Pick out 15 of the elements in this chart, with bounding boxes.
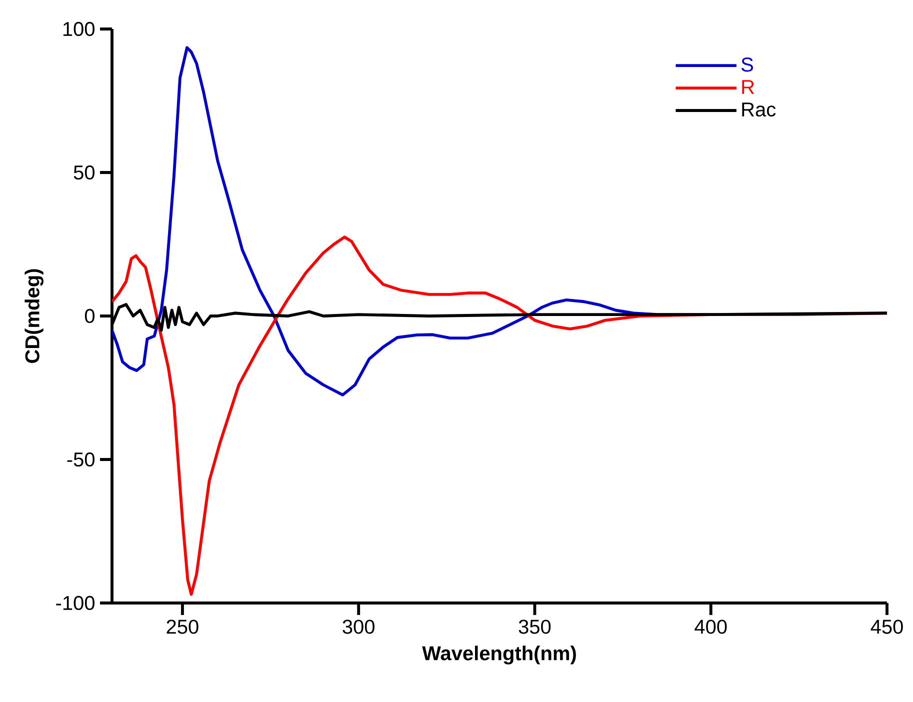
x-tick-label: 350 — [518, 620, 551, 634]
y-tick-label: 50 — [74, 165, 94, 180]
y-axis-title: CD(mdeg) — [24, 269, 44, 363]
x-tick-label: 300 — [342, 620, 374, 634]
x-tick-label: 450 — [870, 620, 903, 634]
legend-label: Rac — [742, 102, 776, 117]
x-tick-label: 250 — [166, 620, 198, 634]
y-tick-label: -50 — [67, 452, 94, 467]
legend-label: S — [741, 58, 753, 72]
legend-label: R — [742, 80, 754, 94]
y-tick-label: 0 — [84, 308, 95, 324]
y-tick-label: 100 — [63, 22, 94, 36]
x-axis-title: Wavelength(nm) — [422, 646, 576, 664]
y-tick-label: -100 — [56, 596, 94, 610]
x-tick-label: 400 — [694, 620, 727, 634]
